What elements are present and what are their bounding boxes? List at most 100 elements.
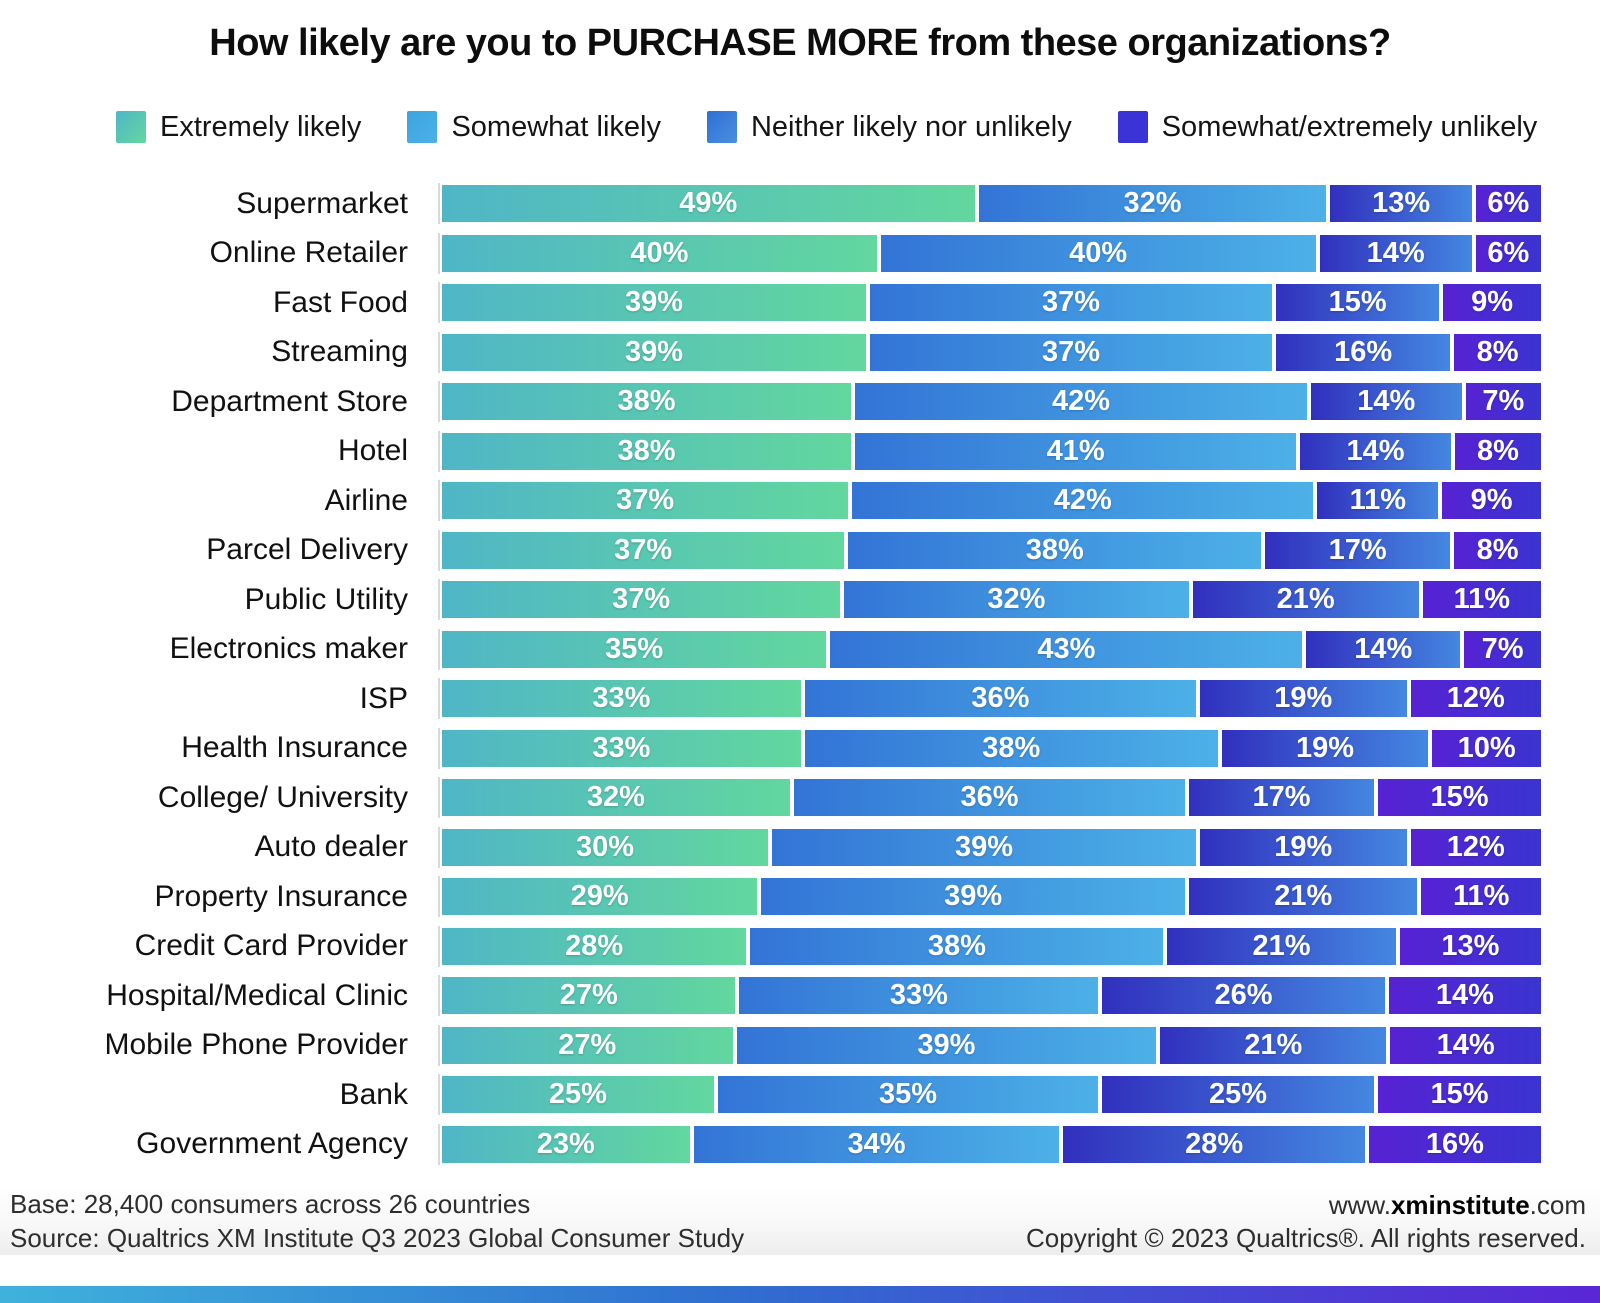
stacked-bar: 39% 37% 16% 8% [438, 331, 1543, 373]
bar-segment: 39% [734, 1024, 1159, 1066]
stacked-bar: 30% 39% 19% 12% [438, 826, 1543, 868]
legend-label: Neither likely nor unlikely [750, 110, 1072, 143]
bar-segment: 19% [1219, 727, 1431, 769]
chart-row: Hospital/Medical Clinic 27% 33% 26% 14% [0, 975, 1600, 1016]
bar-segment: 28% [440, 925, 749, 967]
bar-segment: 11% [1420, 579, 1543, 620]
chart-row: Government Agency 23% 34% 28% 16% [0, 1123, 1600, 1165]
legend: Extremely likely Somewhat likely Neither… [116, 109, 1600, 145]
bar-segment: 37% [867, 331, 1275, 373]
footer-source-block: Base: 28,400 consumers across 26 countri… [10, 1187, 744, 1255]
stacked-bar: 38% 42% 14% 7% [438, 381, 1543, 422]
legend-item-neither: Neither likely nor unlikely [706, 110, 1072, 144]
chart-row: College/ University 32% 36% 17% 15% [0, 777, 1600, 818]
stacked-bar: 38% 41% 14% 8% [438, 430, 1543, 472]
bar-segment: 23% [440, 1123, 692, 1165]
stacked-bar: 27% 33% 26% 14% [438, 975, 1543, 1016]
bar-segment: 21% [1187, 876, 1420, 917]
bar-segment: 21% [1158, 1024, 1389, 1066]
category-label: Credit Card Provider [134, 929, 408, 962]
bar-segment: 33% [440, 678, 803, 719]
stacked-bar: 37% 32% 21% 11% [438, 579, 1543, 620]
bar-segment: 33% [440, 727, 803, 769]
category-label: Auto dealer [254, 830, 408, 863]
bar-segment: 14% [1298, 430, 1453, 472]
bar-segment: 29% [440, 876, 760, 917]
bar-segment: 8% [1452, 529, 1543, 571]
bar-segment: 32% [842, 579, 1191, 620]
chart-row: Supermarket 49% 32% 13% 6% [0, 183, 1600, 224]
bar-segment: 11% [1315, 480, 1441, 521]
category-label: Online Retailer [209, 236, 408, 269]
stacked-bar: 32% 36% 17% 15% [438, 777, 1543, 818]
stacked-bar: 40% 40% 14% 6% [438, 232, 1543, 274]
bar-segment: 14% [1317, 232, 1474, 274]
legend-item-unlikely: Somewhat/extremely unlikely [1117, 111, 1537, 144]
chart-row: Mobile Phone Provider 27% 39% 21% 14% [0, 1024, 1600, 1066]
bar-segment: 14% [1386, 975, 1543, 1016]
bar-segment: 16% [1274, 331, 1453, 373]
chart-title: How likely are you to PURCHASE MORE from… [209, 22, 1391, 64]
bar-segment: 12% [1408, 678, 1543, 719]
bar-segment: 37% [867, 282, 1275, 323]
bar-segment: 39% [759, 876, 1188, 917]
category-label: Government Agency [136, 1127, 408, 1160]
footer-website: www.xminstitute.com [1026, 1189, 1586, 1222]
bar-segment: 38% [802, 727, 1220, 769]
stacked-bar: 25% 35% 25% 15% [438, 1074, 1543, 1115]
chart-row: Parcel Delivery 37% 38% 17% 8% [0, 529, 1600, 571]
bar-segment: 37% [440, 579, 843, 620]
bar-segment: 7% [1462, 628, 1543, 670]
bar-segment: 36% [791, 777, 1188, 818]
category-label: Fast Food [272, 285, 408, 319]
stacked-bar-chart: Supermarket 49% 32% 13% 6% Online Retailer 40%… [0, 183, 1600, 1165]
bar-segment: 38% [440, 381, 853, 422]
legend-swatch-unlikely [1117, 111, 1148, 143]
category-label: Public Utility [244, 582, 408, 616]
bar-segment: 8% [1452, 430, 1543, 472]
bar-segment: 43% [828, 628, 1305, 670]
bar-segment: 42% [852, 381, 1309, 422]
stacked-bar: 23% 34% 28% 16% [438, 1123, 1543, 1165]
category-label: Property Insurance [154, 879, 408, 913]
bar-segment: 21% [1165, 925, 1398, 967]
bar-segment: 8% [1452, 331, 1543, 373]
bar-segment: 39% [440, 331, 868, 373]
bar-segment: 34% [691, 1123, 1062, 1165]
stacked-bar: 27% 39% 21% 14% [438, 1024, 1543, 1066]
bar-segment: 27% [440, 975, 738, 1016]
website-prefix: www. [1328, 1189, 1391, 1220]
category-label: Streaming [271, 335, 408, 368]
bar-segment: 15% [1375, 1074, 1543, 1115]
bar-segment: 32% [976, 183, 1329, 224]
category-label: Hotel [337, 434, 408, 467]
chart-row: Fast Food 39% 37% 15% 9% [0, 282, 1600, 323]
bar-segment: 28% [1061, 1123, 1367, 1165]
legend-item-extremely-likely: Extremely likely [116, 111, 361, 144]
chart-row: Streaming 39% 37% 16% 8% [0, 331, 1600, 373]
footer-copyright: Copyright © 2023 Qualtrics®. All rights … [1026, 1222, 1586, 1253]
bar-segment: 26% [1100, 975, 1387, 1016]
category-label: Department Store [171, 384, 408, 418]
bar-segment: 9% [1440, 480, 1543, 521]
chart-row: Health Insurance 33% 38% 19% 10% [0, 727, 1600, 769]
bar-segment: 17% [1187, 777, 1376, 818]
category-label: Bank [339, 1077, 408, 1111]
legend-swatch-neither [706, 111, 737, 143]
legend-swatch-somewhat-likely [407, 111, 438, 143]
stacked-bar: 39% 37% 15% 9% [438, 282, 1543, 323]
chart-row: Credit Card Provider 28% 38% 21% 13% [0, 925, 1600, 967]
legend-label: Extremely likely [160, 110, 362, 143]
category-label: Health Insurance [181, 731, 408, 764]
chart-row: Hotel 38% 41% 14% 8% [0, 430, 1600, 472]
legend-label: Somewhat likely [451, 110, 661, 143]
footer: Base: 28,400 consumers across 26 countri… [0, 1186, 1600, 1255]
bar-segment: 36% [802, 678, 1199, 719]
chart-rows: Supermarket 49% 32% 13% 6% Online Retailer 40%… [0, 183, 1600, 1165]
category-label: Hospital/Medical Clinic [106, 978, 408, 1012]
chart-row: Public Utility 37% 32% 21% 11% [0, 579, 1600, 620]
chart-row: Online Retailer 40% 40% 14% 6% [0, 232, 1600, 274]
bar-segment: 37% [440, 480, 851, 521]
bar-segment: 49% [440, 183, 977, 224]
bar-segment: 40% [440, 232, 879, 274]
